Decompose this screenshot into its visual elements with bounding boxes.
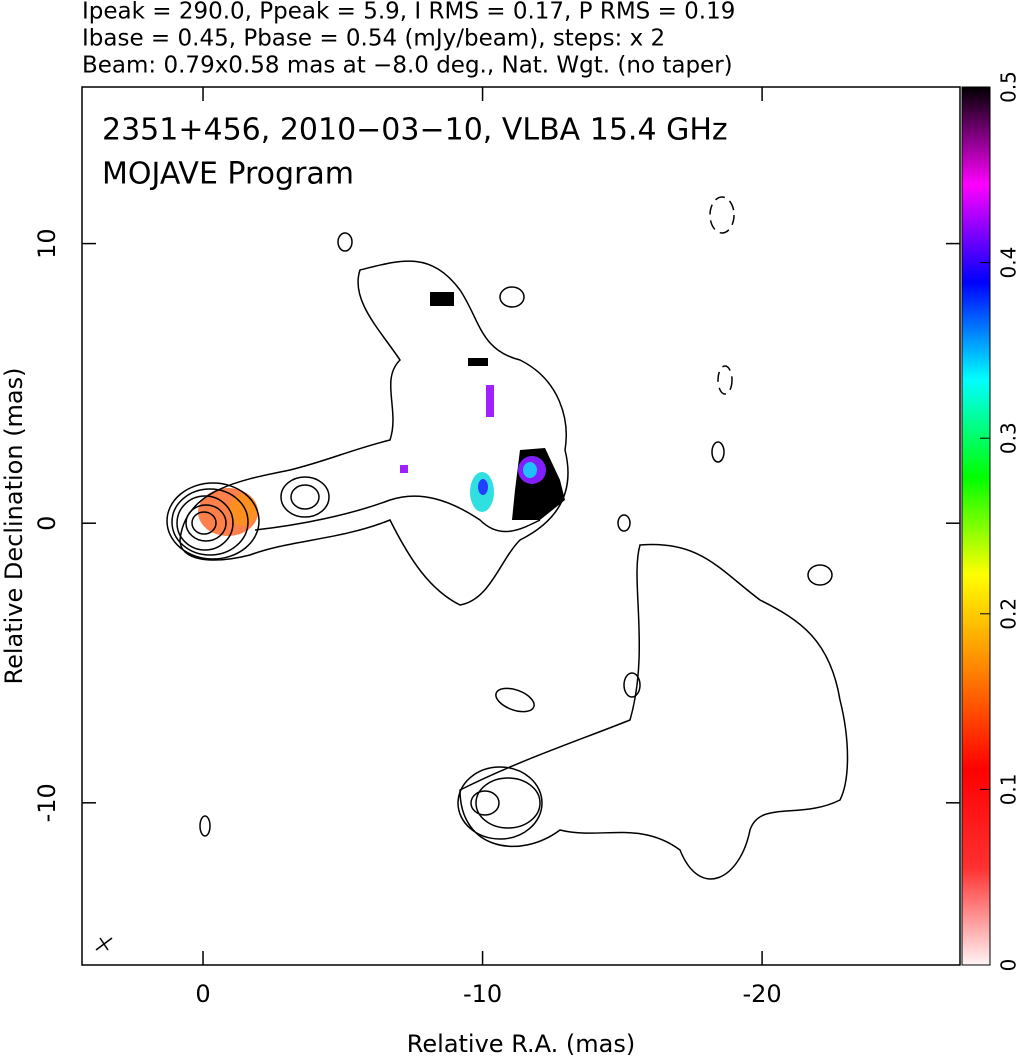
colorbar-tick-label: 0.4 [997,247,1021,279]
x-tick-label: 0 [195,980,210,1008]
header-line: Ipeak = 290.0, Ppeak = 5.9, I RMS = 0.17… [82,0,735,25]
colorbar-tick-label: 0.3 [997,422,1021,454]
y-axis-label: Relative Declination (mas) [0,367,28,684]
source-annotation: 2351+456, 2010−03−10, VLBA 15.4 GHz [102,113,728,148]
colorbar-tick-label: 0.1 [997,773,1021,805]
colorbar-tick-label: 0.5 [997,71,1021,103]
polarization-map [198,292,565,536]
beam-marker [95,937,113,951]
x-tick-label: -10 [463,980,502,1008]
plot-frame [81,86,961,966]
y-tick-label: 0 [33,516,61,531]
contours [166,196,849,880]
header-line: Ibase = 0.45, Pbase = 0.54 (mJy/beam), s… [82,26,665,52]
colorbar-tick-label: 0.2 [997,598,1021,630]
header-line: Beam: 0.79x0.58 mas at −8.0 deg., Nat. W… [82,53,733,79]
x-tick-label: -20 [742,980,781,1008]
program-annotation: MOJAVE Program [102,157,354,192]
colorbar [961,86,991,966]
y-tick-label: -10 [33,783,61,822]
colorbar-tick-label: 0 [997,959,1021,972]
x-axis-label: Relative R.A. (mas) [407,1030,635,1058]
y-tick-label: 10 [33,228,61,259]
